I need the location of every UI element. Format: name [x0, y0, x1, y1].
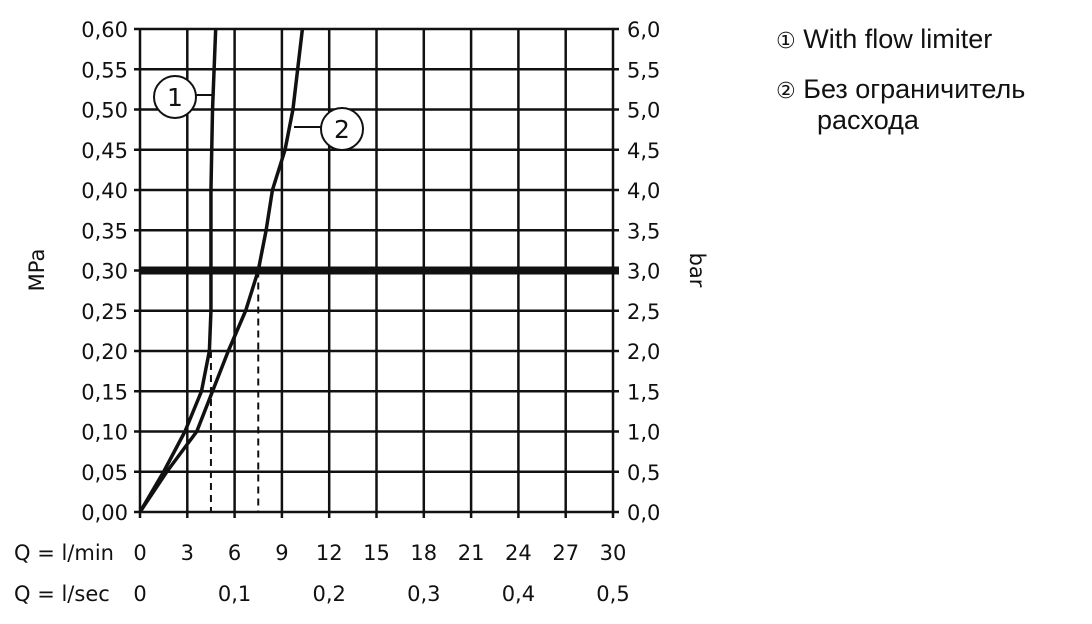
x-tick-label: 0: [133, 541, 146, 565]
y-right-tick-label: 5,5: [627, 58, 660, 82]
callout-circle: [320, 107, 364, 151]
x-tick-label: 15: [363, 541, 390, 565]
x-tick-label: 24: [505, 541, 532, 565]
y-right-tick-label: 3,5: [627, 219, 660, 243]
y-tick-label: 0,50: [81, 99, 128, 123]
x2-tick-label: 0: [133, 582, 146, 606]
callout-label: 2: [334, 115, 350, 144]
x2-tick-label: 0,4: [502, 582, 535, 606]
x2-tick-label: 0,3: [407, 582, 440, 606]
y-tick-label: 0,35: [81, 219, 128, 243]
y-tick-label: 0,60: [81, 18, 128, 42]
y-axis-label: MPa: [25, 249, 49, 292]
legend-text: With flow limiter: [803, 24, 993, 54]
y-right-tick-label: 6,0: [627, 18, 660, 42]
y-right-tick-label: 3,0: [627, 260, 660, 284]
y-right-axis-label: bar: [685, 253, 709, 288]
y-right-tick-label: 1,0: [627, 421, 660, 445]
y-tick-label: 0,55: [81, 58, 128, 82]
legend-text: Без ограничитель: [803, 74, 1026, 104]
legend-text-2: расхода: [817, 105, 919, 135]
y-right-tick-label: 2,5: [627, 300, 660, 324]
series-line-1: [138, 28, 218, 513]
x-tick-label: 6: [228, 541, 241, 565]
callout-circle: [153, 75, 197, 119]
x-tick-label: 3: [181, 541, 194, 565]
y-right-tick-label: 0,5: [627, 461, 660, 485]
y-right-tick-label: 2,0: [627, 340, 660, 364]
y-right-tick-label: 1,5: [627, 380, 660, 404]
x-tick-label: 12: [316, 541, 343, 565]
y-right-tick-label: 0,0: [627, 501, 660, 525]
x2-axis-label: Q = l/sec: [14, 582, 110, 606]
x-tick-label: 30: [600, 541, 627, 565]
x-axis-label: Q = l/min: [14, 541, 114, 565]
y-tick-label: 0,00: [81, 501, 128, 525]
legend-marker: ②: [776, 79, 796, 104]
x2-tick-label: 0,5: [596, 582, 629, 606]
x2-tick-label: 0,1: [218, 582, 251, 606]
legend-item-2: ② Без ограничитель расхода: [776, 74, 1025, 136]
y-tick-label: 0,25: [81, 300, 128, 324]
series-line-2: [138, 28, 305, 513]
y-right-tick-label: 4,0: [627, 179, 660, 203]
y-right-tick-label: 4,5: [627, 139, 660, 163]
y-tick-label: 0,30: [81, 260, 128, 284]
x2-tick-label: 0,2: [312, 582, 345, 606]
x-tick-label: 18: [410, 541, 437, 565]
y-tick-label: 0,20: [81, 340, 128, 364]
callout-label: 1: [167, 83, 183, 112]
y-tick-label: 0,40: [81, 179, 128, 203]
legend-item-1: ① With flow limiter: [776, 24, 992, 55]
y-tick-label: 0,15: [81, 380, 128, 404]
x-tick-label: 27: [552, 541, 579, 565]
y-tick-label: 0,05: [81, 461, 128, 485]
x-tick-label: 9: [275, 541, 288, 565]
y-tick-label: 0,45: [81, 139, 128, 163]
x-tick-label: 21: [458, 541, 485, 565]
y-tick-label: 0,10: [81, 421, 128, 445]
y-right-tick-label: 5,0: [627, 99, 660, 123]
legend-marker: ①: [776, 29, 796, 54]
